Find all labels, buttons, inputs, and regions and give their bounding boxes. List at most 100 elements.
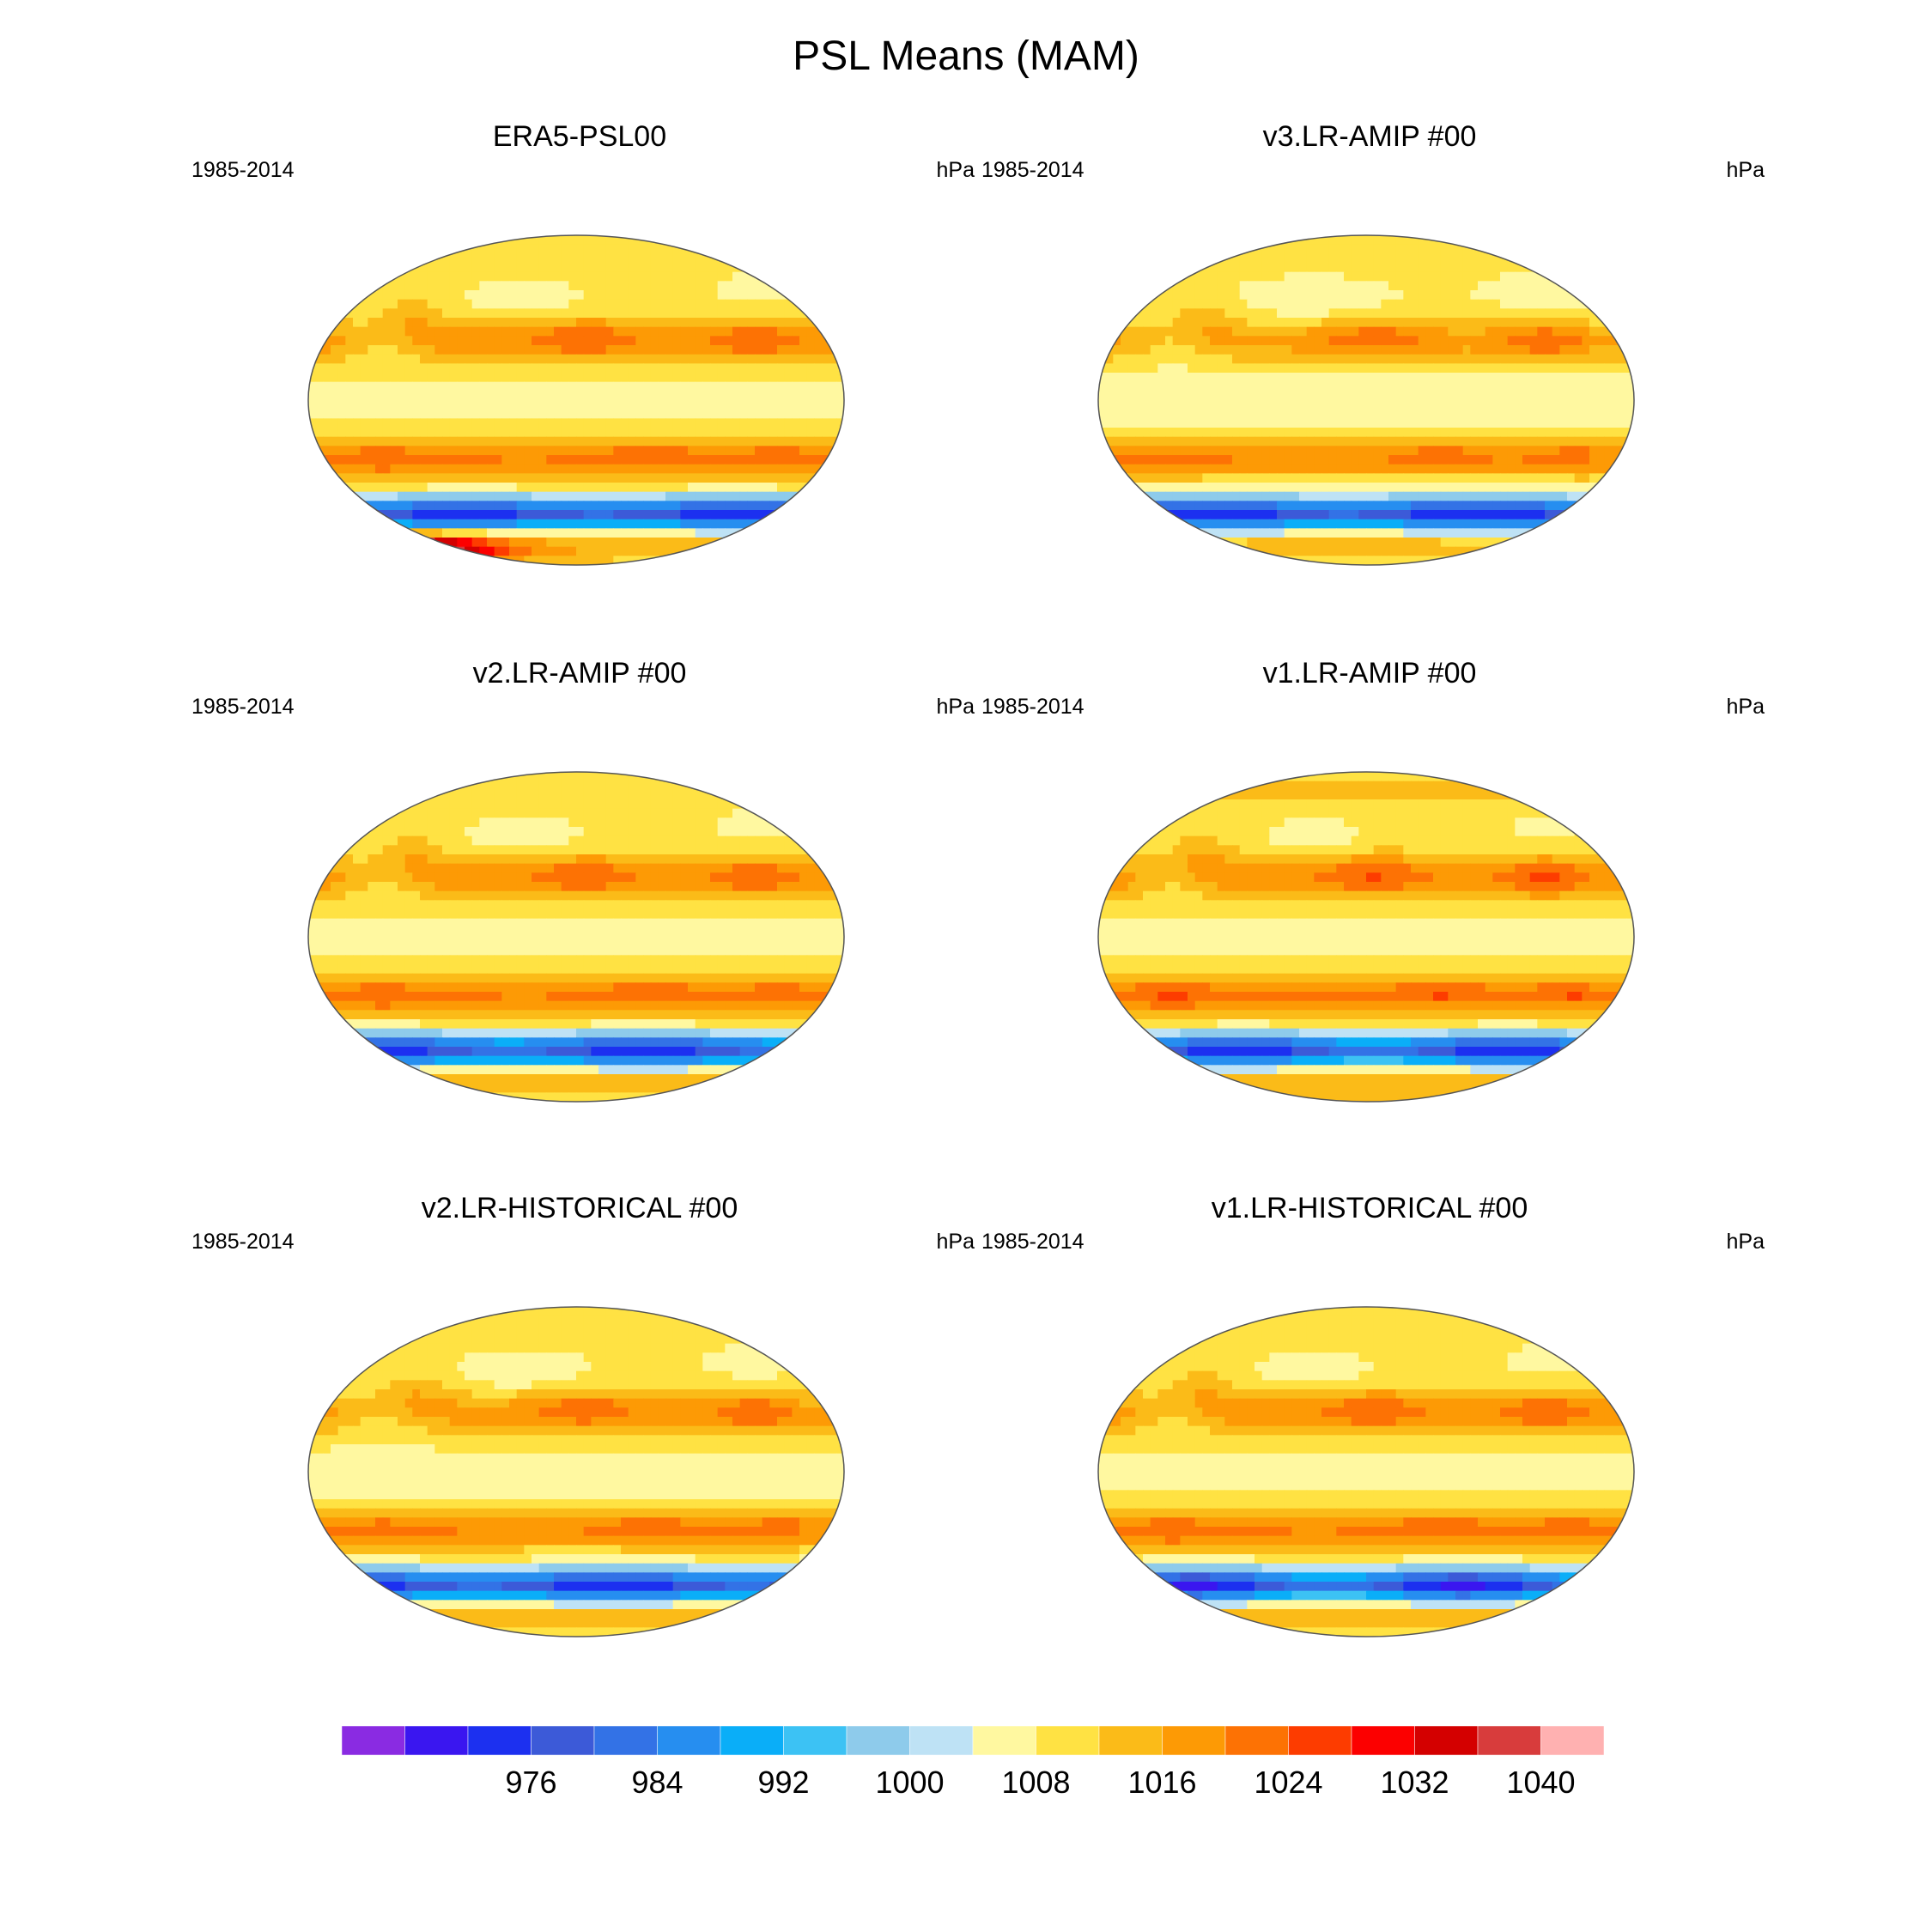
psl-cell: [1314, 391, 1322, 401]
psl-cell: [650, 436, 659, 447]
psl-cell: [1239, 519, 1248, 529]
psl-cell: [769, 290, 778, 301]
psl-cell: [1366, 519, 1375, 529]
psl-cell: [739, 418, 748, 428]
psl-cell: [1612, 271, 1620, 282]
psl-cell: [635, 528, 644, 538]
psl-cell: [1150, 299, 1158, 309]
psl-cell: [368, 528, 376, 538]
psl-cell: [1261, 326, 1270, 337]
psl-cell: [755, 464, 763, 474]
psl-cell: [1217, 528, 1225, 538]
psl-cell: [1217, 373, 1225, 383]
psl-cell: [561, 253, 569, 264]
psl-cell: [822, 281, 830, 291]
psl-cell: [337, 299, 346, 309]
psl-cell: [315, 235, 324, 246]
psl-cell: [331, 253, 339, 264]
psl-cell: [1299, 418, 1308, 428]
psl-cell: [382, 418, 391, 428]
psl-cell: [598, 271, 607, 282]
psl-cell: [1269, 381, 1278, 392]
psl-cell: [792, 418, 800, 428]
psl-cell: [635, 318, 644, 328]
psl-cell: [1217, 483, 1225, 493]
psl-cell: [777, 528, 786, 538]
psl-cell: [1344, 400, 1352, 410]
psl-cell: [1433, 464, 1442, 474]
psl-cell: [331, 263, 339, 273]
psl-cell: [561, 473, 569, 483]
psl-cell: [836, 491, 844, 501]
psl-cell: [806, 409, 815, 419]
psl-cell: [331, 464, 339, 474]
psl-cell: [695, 501, 703, 511]
psl-cell: [1127, 528, 1136, 538]
psl-cell: [1559, 299, 1568, 309]
psl-cell: [1418, 400, 1426, 410]
psl-cell: [1232, 400, 1241, 410]
psl-cell: [457, 428, 465, 438]
psl-cell: [621, 391, 629, 401]
psl-cell: [710, 373, 719, 383]
psl-cell: [1462, 281, 1471, 291]
psl-cell: [1143, 253, 1151, 264]
psl-cell: [583, 326, 592, 337]
psl-cell: [1395, 345, 1404, 355]
psl-cell: [1314, 299, 1322, 309]
psl-cell: [1529, 345, 1538, 355]
psl-cell: [1596, 510, 1605, 520]
psl-cell: [836, 409, 844, 419]
psl-cell: [1381, 336, 1389, 346]
psl-cell: [427, 446, 435, 456]
psl-cell: [1344, 244, 1352, 254]
psl-cell: [1202, 363, 1211, 374]
psl-cell: [1314, 473, 1322, 483]
psl-cell: [524, 326, 532, 337]
psl-cell: [1172, 455, 1181, 465]
psl-cell: [702, 363, 711, 374]
psl-cell: [315, 409, 324, 419]
psl-cell: [538, 473, 547, 483]
psl-cell: [1351, 235, 1359, 246]
psl-cell: [717, 271, 726, 282]
psl-cell: [1172, 263, 1181, 273]
psl-cell: [605, 271, 614, 282]
psl-cell: [1121, 400, 1129, 410]
psl-cell: [1098, 400, 1107, 410]
psl-cell: [1202, 336, 1211, 346]
psl-cell: [1552, 483, 1560, 493]
psl-cell: [1545, 446, 1553, 456]
psl-cell: [1239, 483, 1248, 493]
psl-cell: [1395, 354, 1404, 364]
psl-cell: [1462, 428, 1471, 438]
psl-cell: [1552, 381, 1560, 392]
psl-cell: [1299, 354, 1308, 364]
psl-cell: [628, 253, 636, 264]
psl-cell: [1261, 244, 1270, 254]
psl-cell: [1522, 483, 1531, 493]
psl-cell: [1239, 491, 1248, 501]
psl-cell: [762, 308, 770, 319]
psl-cell: [1626, 308, 1634, 319]
psl-cell: [516, 391, 525, 401]
psl-cell: [1596, 491, 1605, 501]
psl-cell: [747, 409, 756, 419]
psl-cell: [1314, 455, 1322, 465]
psl-cell: [680, 299, 689, 309]
psl-cell: [315, 546, 324, 556]
psl-cell: [1165, 409, 1174, 419]
psl-cell: [420, 308, 428, 319]
psl-cell: [331, 271, 339, 282]
psl-cell: [1381, 483, 1389, 493]
psl-cell: [1619, 235, 1627, 246]
psl-cell: [1440, 263, 1449, 273]
psl-cell: [576, 400, 585, 410]
psl-cell: [1284, 418, 1292, 428]
psl-cell: [568, 446, 577, 456]
psl-cell: [688, 281, 696, 291]
psl-cell: [449, 455, 458, 465]
psl-cell: [1127, 354, 1136, 364]
psl-cell: [1373, 418, 1382, 428]
psl-cell: [1239, 354, 1248, 364]
